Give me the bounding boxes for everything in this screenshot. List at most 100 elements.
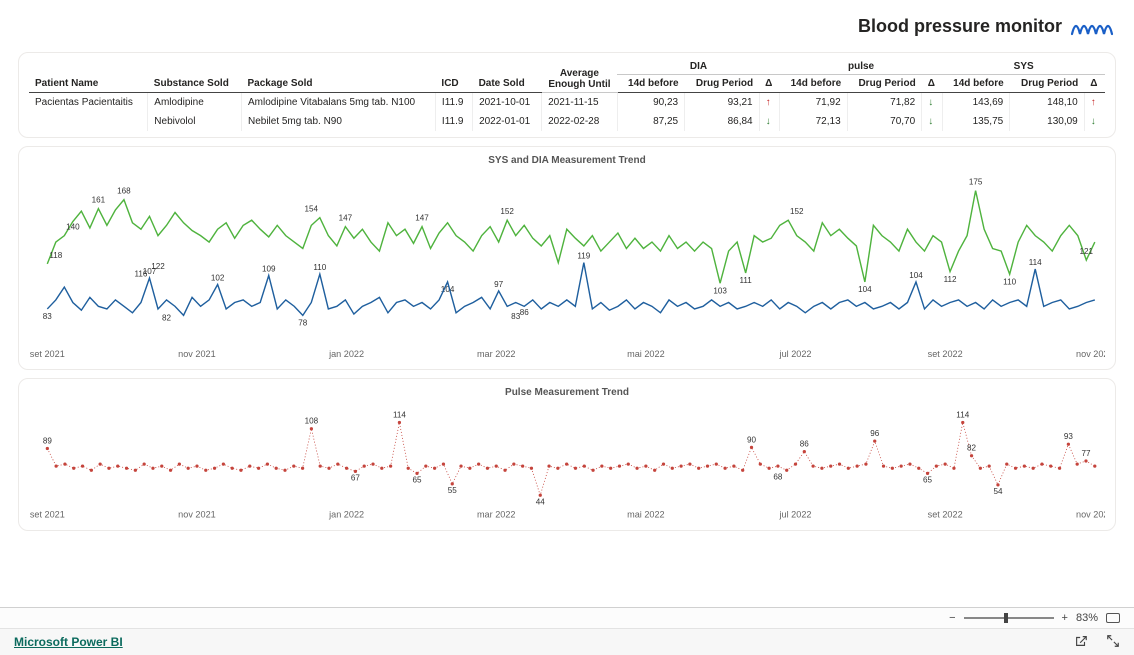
col-date-sold[interactable]: Date Sold	[473, 59, 542, 93]
cell-package: Amlodipine Vitabalans 5mg tab. N100	[241, 93, 435, 113]
svg-text:161: 161	[92, 196, 106, 205]
svg-text:65: 65	[923, 475, 933, 484]
fit-to-page-icon[interactable]	[1106, 613, 1120, 623]
svg-text:107: 107	[143, 267, 157, 276]
col-patient[interactable]: Patient Name	[29, 59, 148, 93]
svg-text:82: 82	[162, 313, 172, 322]
cell-dia-period: 86,84	[685, 112, 760, 131]
svg-text:55: 55	[448, 486, 458, 495]
col-icd[interactable]: ICD	[435, 59, 472, 93]
svg-text:108: 108	[305, 416, 319, 425]
svg-text:65: 65	[413, 475, 423, 484]
zoom-slider-thumb[interactable]	[1004, 613, 1008, 623]
zoom-in-button[interactable]: +	[1062, 612, 1068, 624]
svg-text:154: 154	[305, 205, 319, 214]
table-row[interactable]: NebivololNebilet 5mg tab. N90I11.92022-0…	[29, 112, 1105, 131]
cell-substance: Amlodipine	[148, 93, 242, 113]
col-group-pulse[interactable]: pulse	[780, 59, 943, 75]
svg-text:147: 147	[415, 214, 429, 223]
svg-text:114: 114	[393, 410, 406, 419]
svg-text:104: 104	[909, 271, 923, 280]
cell-patient: Pacientas Pacientaitis	[29, 93, 148, 113]
svg-text:77: 77	[1081, 449, 1091, 458]
col-enough[interactable]: Average Enough Until	[542, 59, 618, 93]
cell-sys-delta: ↑	[1084, 93, 1105, 113]
col-package[interactable]: Package Sold	[241, 59, 435, 93]
svg-text:140: 140	[66, 223, 80, 232]
svg-text:82: 82	[967, 444, 977, 453]
svg-text:nov 2021: nov 2021	[178, 510, 216, 520]
cell-dia-delta: ↑	[759, 93, 780, 113]
svg-text:114: 114	[1029, 258, 1042, 267]
svg-text:103: 103	[713, 286, 727, 295]
svg-text:86: 86	[800, 439, 810, 448]
svg-text:114: 114	[956, 410, 969, 419]
svg-text:mar 2022: mar 2022	[477, 349, 516, 359]
svg-text:set 2022: set 2022	[928, 510, 963, 520]
svg-text:152: 152	[500, 207, 514, 216]
cell-sys-delta: ↓	[1084, 112, 1105, 131]
cell-enough: 2022-02-28	[542, 112, 618, 131]
col-pulse-delta[interactable]: Δ	[922, 75, 943, 93]
cell-dia-before: 90,23	[617, 93, 684, 113]
svg-text:44: 44	[536, 497, 546, 506]
powerbi-brand-link[interactable]: Microsoft Power BI	[14, 635, 123, 649]
cell-substance: Nebivolol	[148, 112, 242, 131]
table-row[interactable]: Pacientas PacientaitisAmlodipineAmlodipi…	[29, 93, 1105, 113]
col-substance[interactable]: Substance Sold	[148, 59, 242, 93]
svg-text:112: 112	[944, 275, 957, 284]
svg-text:54: 54	[993, 487, 1003, 496]
svg-text:set 2021: set 2021	[30, 510, 65, 520]
svg-text:set 2022: set 2022	[928, 349, 963, 359]
summary-table[interactable]: Patient Name Substance Sold Package Sold…	[29, 59, 1105, 131]
svg-text:mar 2022: mar 2022	[477, 510, 516, 520]
cell-package: Nebilet 5mg tab. N90	[241, 112, 435, 131]
svg-text:jan 2022: jan 2022	[328, 510, 364, 520]
svg-text:nov 2022: nov 2022	[1076, 349, 1105, 359]
pulse-chart-card[interactable]: Pulse Measurement Trend set 2021 nov 2021…	[18, 378, 1116, 531]
svg-text:89: 89	[43, 436, 53, 445]
col-pulse-period[interactable]: Drug Period	[847, 75, 922, 93]
cell-pulse-before: 71,92	[780, 93, 847, 113]
cell-pulse-before: 72,13	[780, 112, 847, 131]
col-group-dia[interactable]: DIA	[617, 59, 780, 75]
svg-text:104: 104	[858, 285, 872, 294]
svg-text:118: 118	[49, 251, 62, 260]
cell-pulse-delta: ↓	[922, 112, 943, 131]
col-dia-delta[interactable]: Δ	[759, 75, 780, 93]
share-icon[interactable]	[1074, 634, 1088, 651]
col-dia-period[interactable]: Drug Period	[685, 75, 760, 93]
cell-sys-period: 130,09	[1010, 112, 1085, 131]
svg-text:93: 93	[1064, 432, 1074, 441]
svg-text:mai 2022: mai 2022	[627, 349, 665, 359]
pulse-chart-title: Pulse Measurement Trend	[29, 385, 1105, 402]
svg-text:96: 96	[870, 429, 880, 438]
cell-pulse-period: 70,70	[847, 112, 922, 131]
pulse-chart[interactable]: set 2021nov 2021jan 2022mar 2022mai 2022…	[29, 402, 1105, 524]
svg-text:68: 68	[773, 472, 783, 481]
cell-date-sold: 2022-01-01	[473, 112, 542, 131]
col-pulse-before[interactable]: 14d before	[780, 75, 847, 93]
svg-text:110: 110	[1003, 277, 1016, 286]
sys-dia-chart[interactable]: set 2021nov 2021jan 2022mar 2022mai 2022…	[29, 170, 1105, 363]
col-sys-delta[interactable]: Δ	[1084, 75, 1105, 93]
col-dia-before[interactable]: 14d before	[617, 75, 684, 93]
sys-dia-chart-card[interactable]: SYS and DIA Measurement Trend set 2021no…	[18, 146, 1116, 370]
cell-date-sold: 2021-10-01	[473, 93, 542, 113]
cell-dia-period: 93,21	[685, 93, 760, 113]
cell-sys-before: 135,75	[942, 112, 1009, 131]
col-group-sys[interactable]: SYS	[942, 59, 1105, 75]
cell-dia-before: 87,25	[617, 112, 684, 131]
col-sys-before[interactable]: 14d before	[942, 75, 1009, 93]
page-title: Blood pressure monitor	[858, 16, 1062, 37]
col-sys-period[interactable]: Drug Period	[1010, 75, 1085, 93]
svg-text:111: 111	[739, 276, 752, 285]
svg-text:jan 2022: jan 2022	[328, 349, 364, 359]
svg-text:168: 168	[117, 187, 131, 196]
svg-text:152: 152	[790, 207, 804, 216]
zoom-slider[interactable]	[964, 617, 1054, 619]
svg-text:jul 2022: jul 2022	[779, 349, 812, 359]
fullscreen-icon[interactable]	[1106, 634, 1120, 651]
zoom-out-button[interactable]: −	[949, 612, 955, 624]
cell-patient	[29, 112, 148, 131]
